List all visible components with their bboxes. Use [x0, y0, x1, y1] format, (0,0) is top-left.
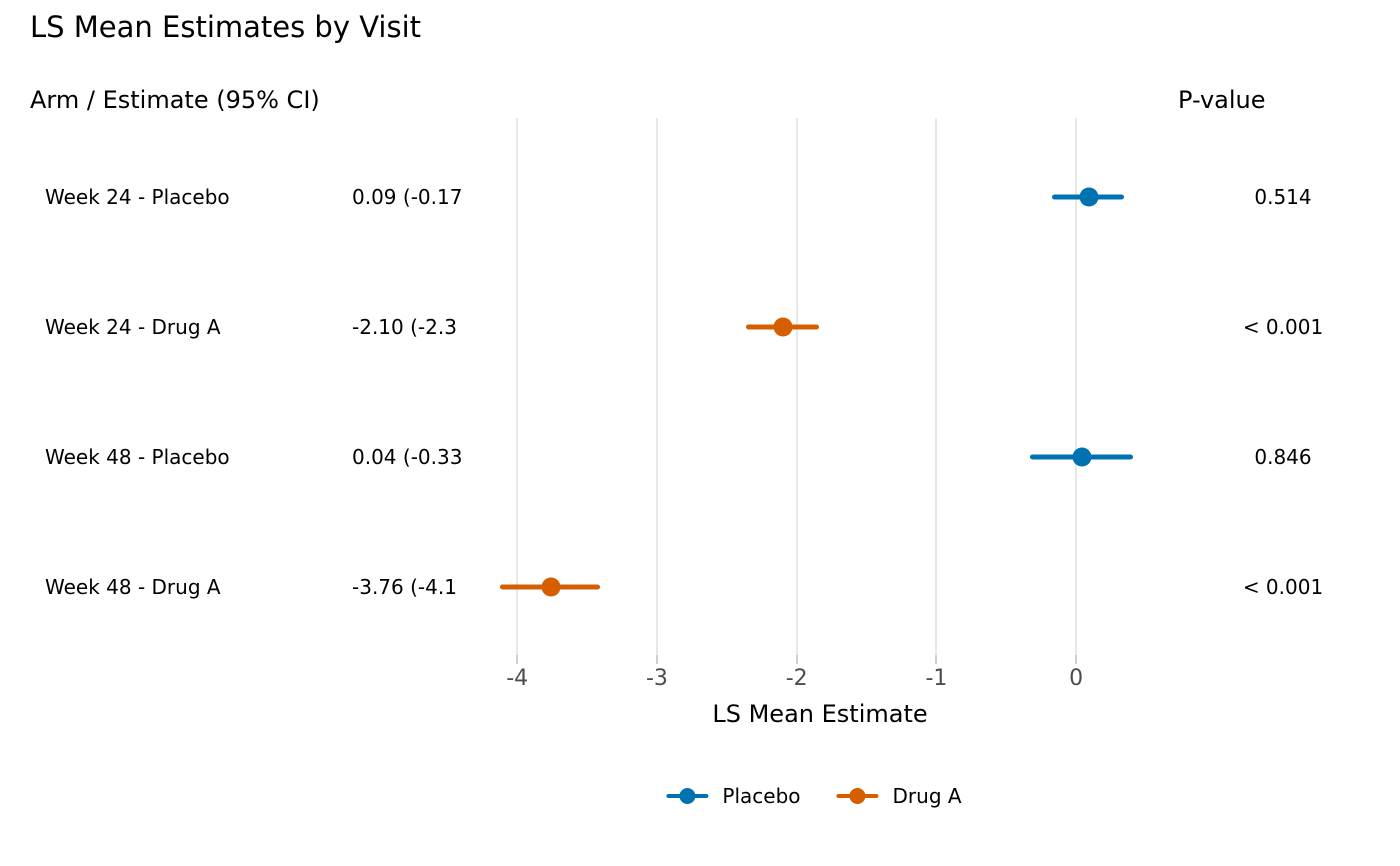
tick-label--3: -3 — [645, 666, 668, 691]
chart-title: LS Mean Estimates by Visit — [30, 10, 422, 44]
drug-a-marker-icon — [836, 785, 879, 807]
plot-panel: -4 -3 -2 -1 0 — [500, 118, 1160, 691]
row-label-2: Week 24 - Drug A — [45, 315, 221, 339]
gridline--2 — [795, 118, 798, 655]
column-header-arm-estimate: Arm / Estimate (95% CI) — [30, 86, 320, 114]
tick-mark--4 — [516, 655, 519, 664]
legend: Placebo Drug A — [666, 784, 962, 808]
p-value-4: < 0.001 — [1242, 575, 1324, 600]
legend-item-placebo: Placebo — [666, 784, 801, 808]
point-estimate-dot-1 — [1079, 187, 1099, 207]
tick-label-0: 0 — [1069, 666, 1084, 691]
gridline-0 — [1075, 118, 1078, 655]
point-estimate-dot-4 — [541, 577, 561, 597]
p-value-1: 0.514 — [1254, 184, 1312, 209]
column-header-pvalue: P-value — [1178, 86, 1266, 114]
gridline--4 — [516, 118, 519, 655]
estimate-ci-text-1: 0.09 (-0.17 — [352, 184, 463, 209]
tick-label--2: -2 — [785, 666, 808, 691]
legend-label-placebo: Placebo — [722, 784, 801, 808]
legend-item-drug-a: Drug A — [836, 784, 962, 808]
point-estimate-dot-2 — [773, 317, 793, 337]
row-label-3: Week 48 - Placebo — [45, 445, 230, 470]
row-label-1: Week 24 - Placebo — [45, 184, 230, 209]
tick-mark--3 — [655, 655, 658, 664]
legend-label-drug-a: Drug A — [892, 784, 962, 808]
estimate-ci-text-4: -3.76 (-4.1 — [352, 575, 457, 600]
tick-label--4: -4 — [506, 666, 529, 691]
estimate-ci-text-2: -2.10 (-2.3 — [352, 315, 457, 339]
tick-mark--1 — [935, 655, 938, 664]
tick-label--1: -1 — [925, 666, 948, 691]
estimate-ci-text-3: 0.04 (-0.33 — [352, 445, 463, 470]
p-value-2: < 0.001 — [1242, 315, 1324, 339]
gridline--3 — [655, 118, 658, 655]
placebo-marker-icon — [666, 785, 709, 807]
tick-mark-0 — [1075, 655, 1078, 664]
gridline--1 — [935, 118, 938, 655]
x-axis-title: LS Mean Estimate — [712, 700, 928, 728]
tick-mark--2 — [795, 655, 798, 664]
p-value-3: 0.846 — [1254, 445, 1312, 470]
row-label-4: Week 48 - Drug A — [45, 575, 221, 600]
point-estimate-dot-3 — [1072, 447, 1092, 467]
